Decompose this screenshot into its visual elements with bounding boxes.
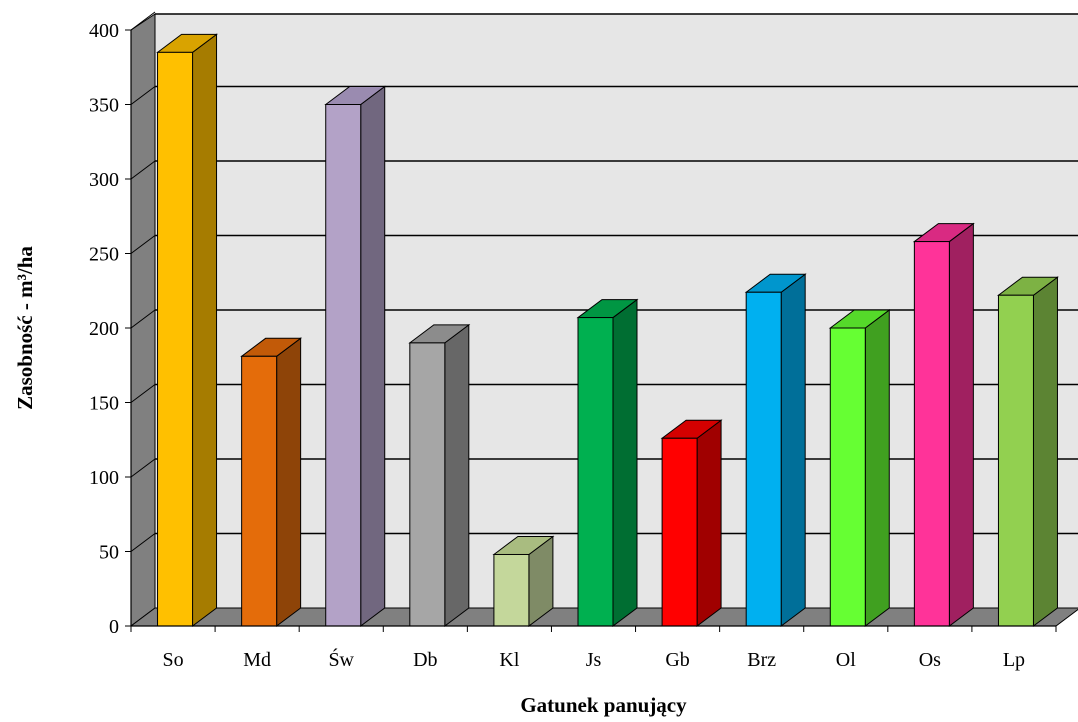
y-tick-label: 200 (89, 318, 119, 340)
x-tick-label: Db (413, 649, 437, 671)
y-axis-title: Zasobność - m³/ha (13, 246, 37, 410)
bar-So (156, 33, 219, 627)
gridline-side (130, 533, 156, 552)
bar (661, 437, 698, 627)
gridline-side (130, 160, 156, 180)
y-tick-label: 150 (89, 393, 119, 415)
bar (157, 51, 194, 627)
bar-Os (912, 222, 975, 627)
bar-side (276, 337, 302, 627)
gridline-side (130, 86, 156, 105)
x-tick-label: Kl (499, 649, 519, 671)
bar-Gb (660, 419, 723, 627)
y-tick-label: 50 (99, 542, 119, 564)
bar-side (780, 273, 806, 627)
bar (997, 294, 1034, 627)
y-tick-label: 100 (89, 467, 119, 489)
gridline-side (130, 235, 156, 254)
gridline-side (130, 11, 156, 31)
x-tick-labels: So Md Św Db Kl Js Gb Brz Ol Os Lp (162, 647, 1025, 671)
bar (325, 104, 362, 627)
bar-Ol (828, 309, 891, 627)
bars (156, 33, 1059, 627)
bar (913, 241, 950, 627)
x-tick-label: Lp (1003, 649, 1025, 671)
y-tick-label: 400 (89, 20, 119, 42)
x-tick-label: Brz (747, 649, 776, 671)
gridline-side (130, 309, 156, 329)
bar-Kl (492, 535, 555, 627)
x-tick-label: Os (919, 649, 941, 671)
y-tick-label: 350 (89, 95, 119, 117)
x-axis-title: Gatunek panujący (520, 693, 687, 717)
bar (493, 553, 530, 627)
bar (577, 317, 614, 627)
bar-Db (408, 323, 471, 627)
bar-side (864, 309, 890, 627)
bar-side (1032, 276, 1058, 627)
y-tick-label: 300 (89, 169, 119, 191)
bar-Brz (744, 273, 807, 627)
x-tick-label: Gb (665, 649, 689, 671)
y-tick-label: 250 (89, 244, 119, 266)
x-tick-label: Md (243, 649, 271, 671)
bar-side (612, 298, 638, 627)
gridline-side (130, 384, 156, 403)
bar (745, 291, 782, 627)
bar-Św (324, 85, 387, 627)
bar (829, 327, 866, 627)
bar-side (444, 323, 470, 627)
bar-side (360, 85, 386, 627)
axes (125, 29, 1057, 632)
bar-side (192, 33, 218, 627)
x-tick-label: Św (328, 647, 354, 671)
gridline-side (130, 458, 156, 478)
x-tick-label: Js (586, 649, 602, 671)
bar-Lp (996, 276, 1059, 627)
bar-side (696, 419, 722, 627)
bar-Js (576, 298, 639, 627)
bar (409, 342, 446, 627)
side-wall (130, 13, 156, 627)
bar (241, 355, 278, 627)
x-tick-label: Ol (836, 649, 856, 671)
y-tick-label: 0 (109, 616, 119, 638)
x-tick-label: So (162, 649, 183, 671)
bar-Md (240, 337, 303, 627)
y-tick-labels: 0 50 100 150 200 250 300 350 400 (89, 20, 119, 638)
bar-side (948, 222, 974, 627)
